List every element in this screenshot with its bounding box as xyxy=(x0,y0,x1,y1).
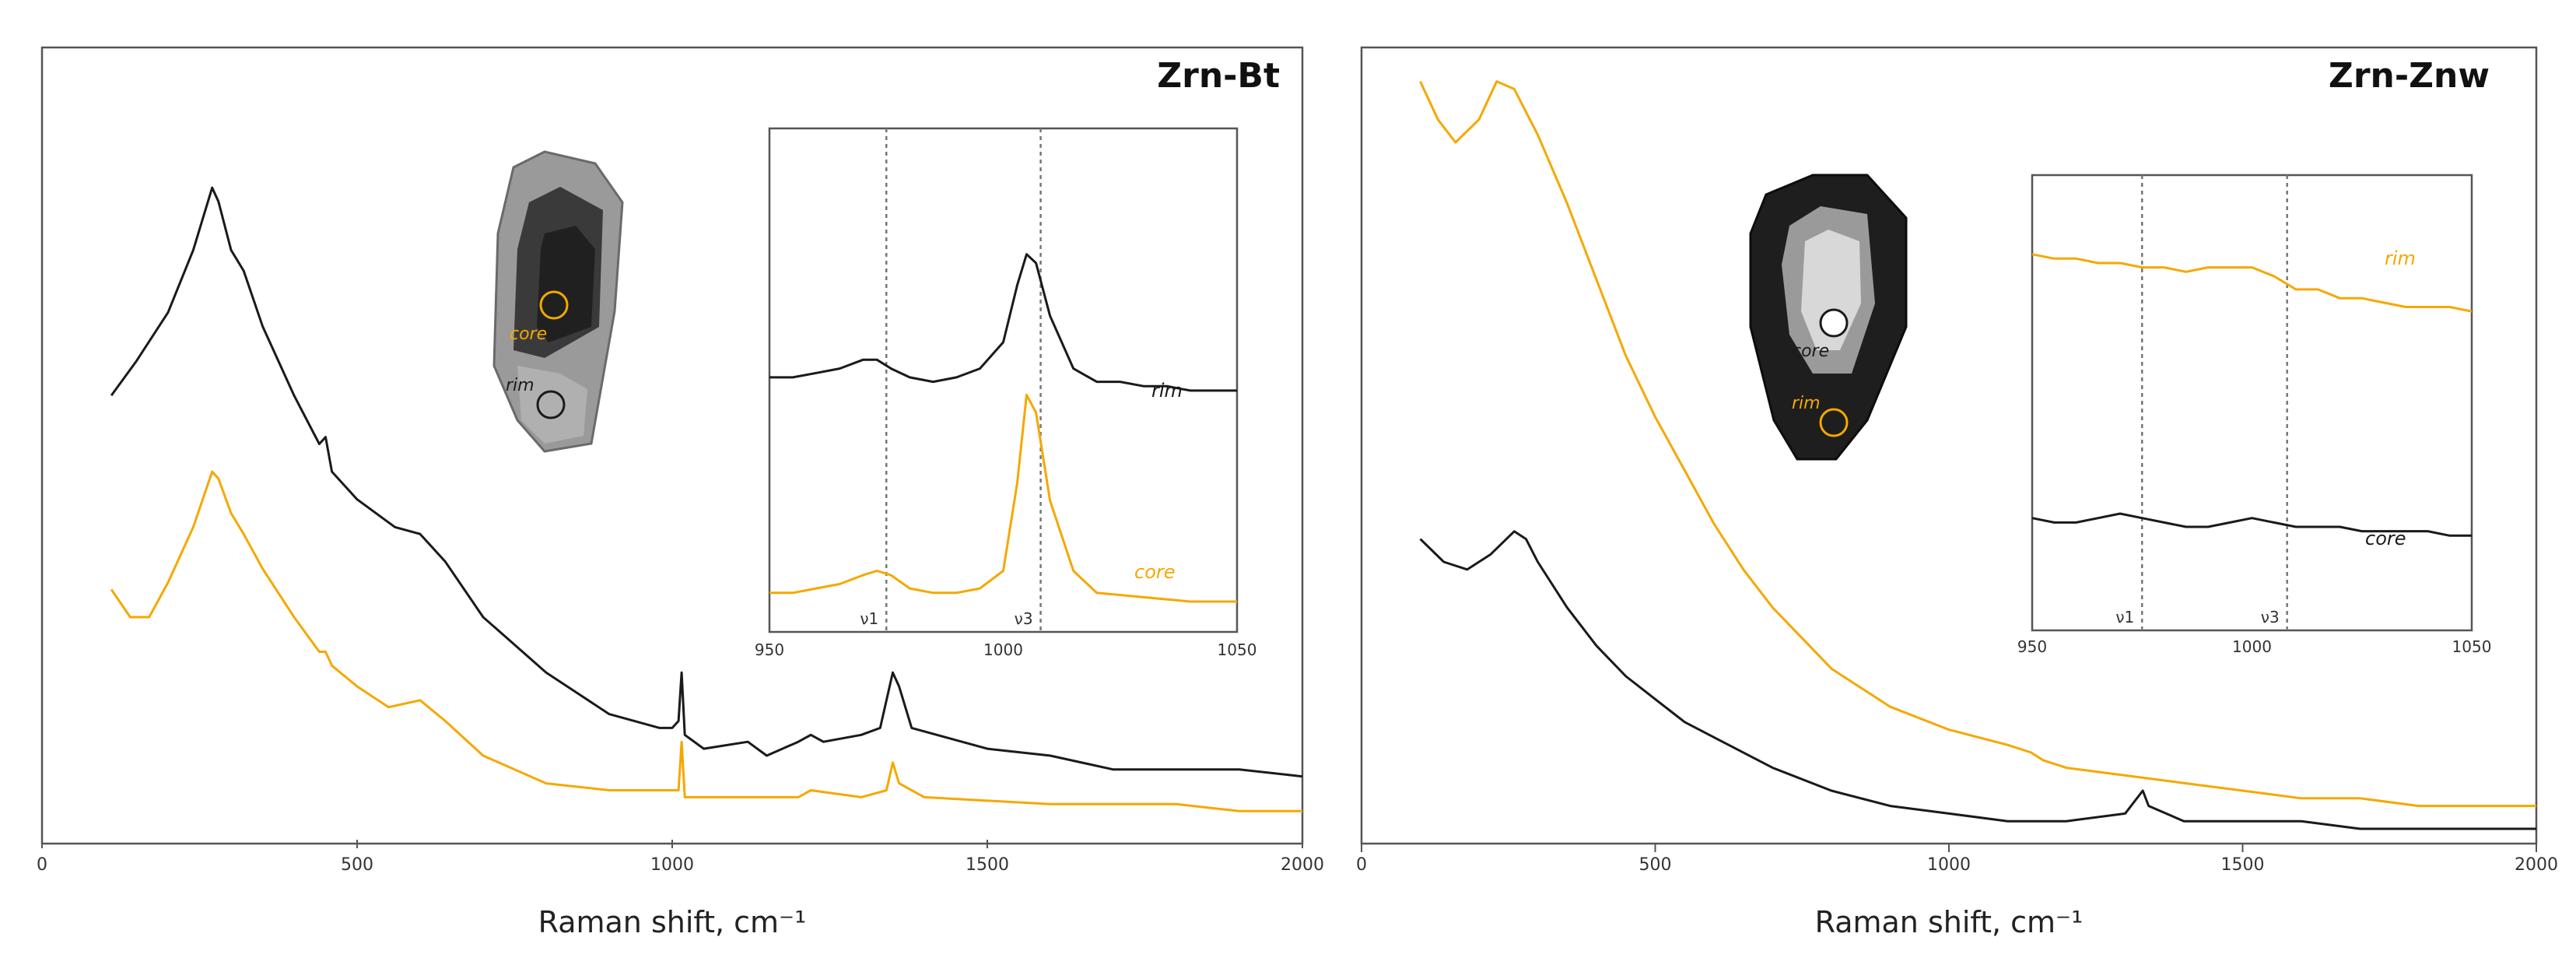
x-tick-label: 500 xyxy=(341,855,373,875)
zircon-grain-image-znw: core rim xyxy=(1749,174,1908,461)
inset-marker-label: ν3 xyxy=(2261,608,2280,626)
inset-marker-label: ν3 xyxy=(1015,609,1033,628)
inset-rim-label: rim xyxy=(1151,380,1183,402)
grain-core-label: core xyxy=(1792,342,1829,361)
inset-marker-label: ν1 xyxy=(2115,608,2134,626)
spectrum-line-core xyxy=(1419,530,2536,830)
grain-rim-label: rim xyxy=(506,376,534,395)
core-spot-circle xyxy=(539,290,569,320)
rim-spot-circle xyxy=(536,390,566,419)
inset-rim-label: rim xyxy=(2385,247,2416,269)
grain-rim-label: rim xyxy=(1792,394,1821,413)
spectrum-line-core xyxy=(110,470,1302,812)
panel-zrn-bt-inset-frame xyxy=(768,127,1239,633)
panel-zrn-znw: Zrn-Znw 0 500 1000 1500 2000 Raman shift, cm… xyxy=(1356,46,2558,939)
panel-zrn-znw-x-ticks: 0 500 1000 1500 2000 xyxy=(1356,844,2558,875)
x-tick-label: 0 xyxy=(1356,855,1367,875)
panel-zrn-bt-inset-spectra: ν1 ν3 xyxy=(769,128,1237,632)
panel-zrn-bt-x-ticks: 0 500 1000 1500 2000 xyxy=(37,840,1324,875)
panel-zrn-bt-spectra xyxy=(110,186,1303,812)
x-tick-label: 0 xyxy=(37,855,47,875)
inset-x-tick-label: 1050 xyxy=(1218,640,1257,659)
panel-zrn-znw-inset-spectra: ν1 ν3 xyxy=(2031,175,2473,630)
inset-spectrum-line-core xyxy=(769,394,1237,603)
panel-zrn-bt-inset: ν1 ν3 950 1000 1050 rim core xyxy=(755,127,1257,659)
spectrum-line-rim xyxy=(110,186,1303,778)
inset-x-tick-label: 1050 xyxy=(2452,637,2492,656)
panel-zrn-znw-title: Zrn-Znw xyxy=(2329,56,2490,96)
inset-spectrum-line-rim xyxy=(2031,253,2473,313)
x-tick-label: 500 xyxy=(1639,855,1672,875)
panel-zrn-bt-inset-ticks: 950 1000 1050 xyxy=(755,640,1257,659)
x-tick-label: 1500 xyxy=(966,855,1009,875)
panel-zrn-bt: Zrn-Bt 0 500 1000 1500 2000 Raman shift, cm⁻… xyxy=(37,46,1324,939)
inset-marker-label: ν1 xyxy=(860,609,878,628)
zircon-grain-image-bt: core rim xyxy=(492,150,624,453)
panel-zrn-bt-x-label: Raman shift, cm⁻¹ xyxy=(538,905,807,939)
inset-spectrum-line-core xyxy=(2031,512,2472,537)
panel-zrn-bt-title: Zrn-Bt xyxy=(1157,56,1280,96)
x-tick-label: 2000 xyxy=(2515,855,2558,875)
inset-x-tick-label: 950 xyxy=(2017,637,2047,656)
panel-zrn-znw-spectra xyxy=(1419,80,2536,830)
inset-x-tick-label: 1000 xyxy=(2232,637,2272,656)
grain-core-label: core xyxy=(510,325,547,344)
panel-zrn-znw-inset-frame xyxy=(2031,174,2473,632)
inset-core-label: core xyxy=(2365,528,2406,549)
panel-zrn-znw-inset: ν1 ν3 950 1000 1050 rim core xyxy=(2017,174,2492,656)
panel-zrn-znw-x-label: Raman shift, cm⁻¹ xyxy=(1815,905,2084,939)
rim-spot-circle xyxy=(1819,408,1849,437)
inset-x-tick-label: 950 xyxy=(755,640,784,659)
inset-core-label: core xyxy=(1134,561,1176,583)
inset-spectrum-line-rim xyxy=(769,253,1237,392)
x-tick-label: 1000 xyxy=(650,855,694,875)
inset-x-tick-label: 1000 xyxy=(983,640,1023,659)
x-tick-label: 1000 xyxy=(1927,855,1971,875)
spectrum-line-rim xyxy=(1419,80,2536,808)
core-spot-circle xyxy=(1819,308,1849,338)
panel-zrn-znw-inset-ticks: 950 1000 1050 xyxy=(2017,637,2492,656)
x-tick-label: 2000 xyxy=(1281,855,1324,875)
x-tick-label: 1500 xyxy=(2221,855,2265,875)
